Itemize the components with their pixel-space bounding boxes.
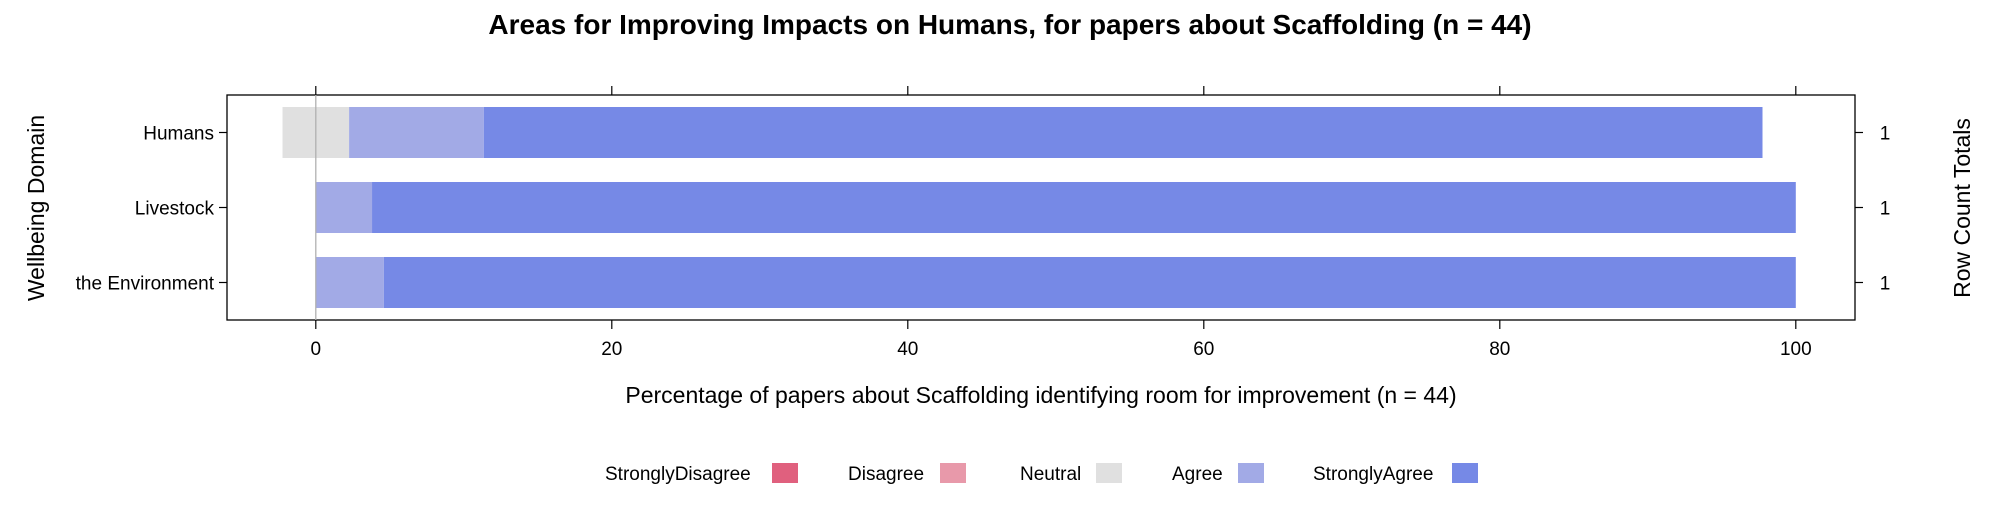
x-tick-label: 0 (311, 339, 322, 360)
legend-label: Agree (1172, 464, 1223, 485)
y2-axis-label: Row Count Totals (1949, 118, 1975, 298)
legend-swatch (1238, 463, 1264, 483)
legend-label: StronglyAgree (1313, 464, 1433, 485)
legend-swatch (1452, 463, 1478, 483)
bar-livestock-stronglyagree (372, 182, 1796, 233)
labels-layer: Humans 1 Livestock 1 the Environment 1 0 20 40 60… (76, 124, 1891, 361)
x-tick-label: 100 (1780, 339, 1812, 360)
bar-humans-agree (349, 107, 484, 158)
y-tick-label: Humans (143, 124, 214, 145)
x-tick-label: 20 (601, 339, 622, 360)
bar-livestock-agree (315, 182, 373, 233)
legend-swatch (1096, 463, 1122, 483)
bar-humans-stronglyagree (483, 107, 1763, 158)
legend-label: Disagree (848, 464, 924, 485)
y-tick-label: Livestock (135, 199, 215, 220)
x-tick-label: 40 (897, 339, 918, 360)
row-total-label: 1 (1880, 124, 1891, 145)
legend-swatch (940, 463, 966, 483)
x-tick-label: 60 (1193, 339, 1214, 360)
chart-title: Areas for Improving Impacts on Humans, f… (488, 9, 1531, 40)
bar-the-environment-stronglyagree (383, 257, 1796, 308)
legend-label: StronglyDisagree (605, 464, 751, 485)
y-axis-label: Wellbeing Domain (23, 115, 49, 301)
x-axis-label: Percentage of papers about Scaffolding i… (625, 382, 1456, 408)
row-total-label: 1 (1880, 199, 1891, 220)
legend-label: Neutral (1020, 464, 1081, 485)
bars-layer (282, 107, 1796, 308)
y-tick-label: the Environment (76, 274, 215, 295)
legend-swatch (772, 463, 798, 483)
bar-the-environment-agree (315, 257, 384, 308)
legend: StronglyDisagree Disagree Neutral Agree Stro… (605, 463, 1478, 485)
axes-layer (219, 86, 1863, 329)
x-tick-label: 80 (1489, 339, 1510, 360)
row-total-label: 1 (1880, 274, 1891, 295)
